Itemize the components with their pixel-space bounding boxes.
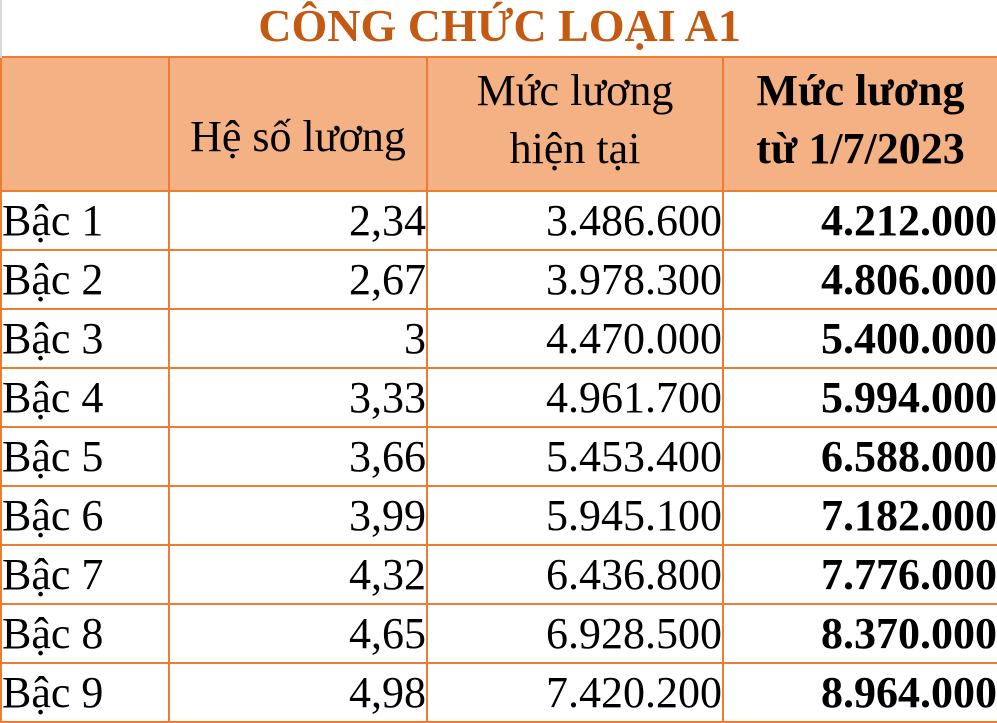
coefficient-value: 4,65 — [168, 603, 428, 665]
coefficient-value: 3,99 — [168, 485, 428, 547]
title-row: CÔNG CHỨC LOẠI A1 — [0, 0, 997, 57]
row-label: Bậc 5 — [0, 426, 170, 488]
table-row: Bậc 1 2,34 3.486.600 4.212.000 — [0, 190, 997, 252]
table-row: Bậc 5 3,66 5.453.400 6.588.000 — [0, 426, 997, 488]
current-salary-value: 5.945.100 — [426, 485, 724, 547]
current-salary-value: 6.928.500 — [426, 603, 724, 665]
header-cell-new-salary: Mức lương từ 1/7/2023 — [721, 55, 997, 193]
row-label: Bậc 2 — [0, 249, 170, 311]
table-row: Bậc 4 3,33 4.961.700 5.994.000 — [0, 367, 997, 429]
table-row: Bậc 7 4,32 6.436.800 7.776.000 — [0, 544, 997, 606]
row-label: Bậc 4 — [0, 367, 170, 429]
table-row: Bậc 8 4,65 6.928.500 8.370.000 — [0, 603, 997, 665]
new-salary-value: 4.806.000 — [721, 249, 997, 311]
row-label: Bậc 8 — [0, 603, 170, 665]
row-label: Bậc 7 — [0, 544, 170, 606]
coefficient-value: 4,98 — [168, 662, 428, 723]
new-salary-value: 5.994.000 — [721, 367, 997, 429]
page-title: CÔNG CHỨC LOẠI A1 — [0, 0, 997, 57]
current-salary-value: 3.486.600 — [426, 190, 724, 252]
current-salary-value: 4.961.700 — [426, 367, 724, 429]
new-salary-value: 6.588.000 — [721, 426, 997, 488]
table-body: Bậc 1 2,34 3.486.600 4.212.000 Bậc 2 2,6… — [0, 190, 997, 723]
row-label: Bậc 3 — [0, 308, 170, 370]
current-salary-value: 7.420.200 — [426, 662, 724, 723]
current-salary-value: 6.436.800 — [426, 544, 724, 606]
new-salary-value: 8.370.000 — [721, 603, 997, 665]
table-row: Bậc 6 3,99 5.945.100 7.182.000 — [0, 485, 997, 547]
table-row: Bậc 9 4,98 7.420.200 8.964.000 — [0, 662, 997, 723]
coefficient-value: 4,32 — [168, 544, 428, 606]
table-row: Bậc 3 3 4.470.000 5.400.000 — [0, 308, 997, 370]
coefficient-value: 2,34 — [168, 190, 428, 252]
coefficient-value: 3 — [168, 308, 428, 370]
new-salary-value: 4.212.000 — [721, 190, 997, 252]
new-salary-value: 5.400.000 — [721, 308, 997, 370]
header-cell-coefficient: Hệ số lương — [168, 55, 428, 193]
new-salary-value: 7.182.000 — [721, 485, 997, 547]
current-salary-value: 5.453.400 — [426, 426, 724, 488]
table-header-row: Hệ số lương Mức lương hiện tại Mức lương… — [0, 55, 997, 193]
row-label: Bậc 6 — [0, 485, 170, 547]
coefficient-value: 3,66 — [168, 426, 428, 488]
current-salary-value: 3.978.300 — [426, 249, 724, 311]
coefficient-value: 3,33 — [168, 367, 428, 429]
current-salary-value: 4.470.000 — [426, 308, 724, 370]
row-label: Bậc 9 — [0, 662, 170, 723]
coefficient-value: 2,67 — [168, 249, 428, 311]
new-salary-value: 7.776.000 — [721, 544, 997, 606]
header-cell-blank — [0, 55, 170, 193]
new-salary-value: 8.964.000 — [721, 662, 997, 723]
header-cell-current-salary: Mức lương hiện tại — [426, 55, 724, 193]
table-row: Bậc 2 2,67 3.978.300 4.806.000 — [0, 249, 997, 311]
row-label: Bậc 1 — [0, 190, 170, 252]
